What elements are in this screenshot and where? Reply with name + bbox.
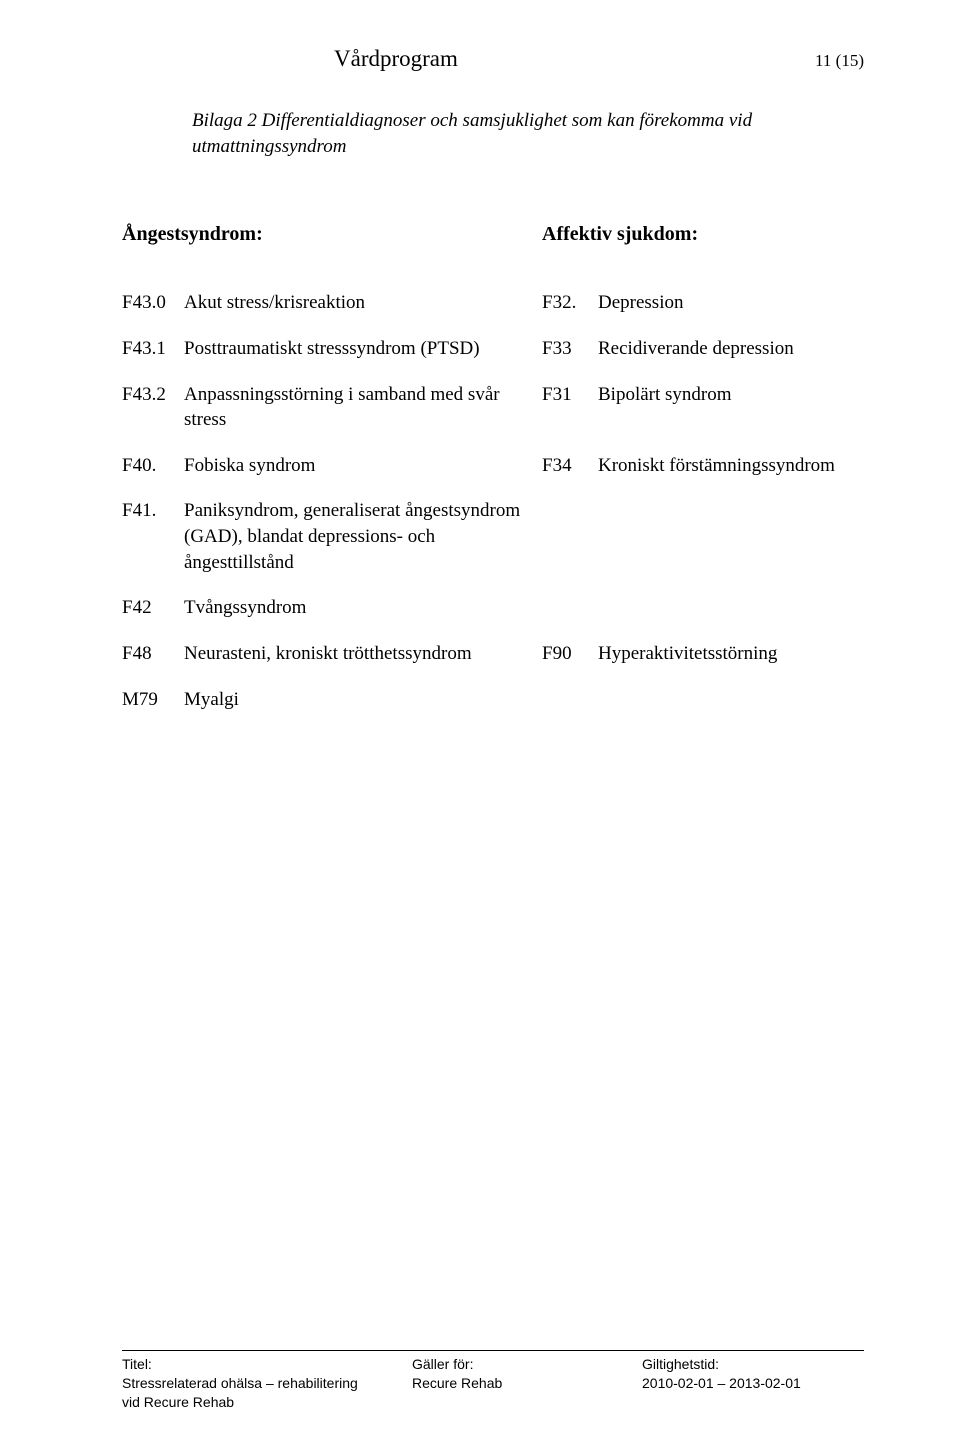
page-header: Vårdprogram 11 (15) <box>122 46 864 72</box>
footer-columns: Titel: Stressrelaterad ohälsa – rehabili… <box>122 1355 864 1412</box>
label-right: Depression <box>598 290 864 316</box>
intro-paragraph: Bilaga 2 Differentialdiagnoser och samsj… <box>192 108 812 159</box>
footer-rule <box>122 1350 864 1351</box>
page-footer: Titel: Stressrelaterad ohälsa – rehabili… <box>122 1350 864 1412</box>
code-right: F34 <box>542 453 598 479</box>
footer-value: 2010-02-01 – 2013-02-01 <box>642 1374 864 1393</box>
section-headings: Ångestsyndrom: Affektiv sjukdom: <box>122 223 864 246</box>
label-left: Tvångssyndrom <box>184 595 542 621</box>
table-row: F43.0 Akut stress/krisreaktion F32. Depr… <box>122 290 864 316</box>
label-right: Hyperaktivitetsstörning <box>598 641 864 667</box>
table-row: M79 Myalgi <box>122 687 864 713</box>
code-left: F41. <box>122 498 184 524</box>
label-right: Recidiverande depression <box>598 336 864 362</box>
footer-col-validity: Giltighetstid: 2010-02-01 – 2013-02-01 <box>642 1355 864 1412</box>
page: Vårdprogram 11 (15) Bilaga 2 Differentia… <box>0 0 960 1454</box>
label-left: Anpassningsstörning i samband med svår s… <box>184 382 542 433</box>
page-number: 11 (15) <box>815 51 864 71</box>
code-left: F43.1 <box>122 336 184 362</box>
diagnosis-table: F43.0 Akut stress/krisreaktion F32. Depr… <box>122 290 864 712</box>
code-right: F33 <box>542 336 598 362</box>
label-right: Kroniskt förstämningssyndrom <box>598 453 864 479</box>
footer-col-applies: Gäller för: Recure Rehab <box>412 1355 642 1412</box>
footer-value: Recure Rehab <box>412 1374 642 1393</box>
code-left: F48 <box>122 641 184 667</box>
left-column-heading: Ångestsyndrom: <box>122 223 542 246</box>
code-left: F43.0 <box>122 290 184 316</box>
code-left: F40. <box>122 453 184 479</box>
footer-value: Stressrelaterad ohälsa – rehabilitering <box>122 1374 412 1393</box>
label-left: Myalgi <box>184 687 542 713</box>
code-right: F31 <box>542 382 598 408</box>
footer-value: vid Recure Rehab <box>122 1393 412 1412</box>
label-left: Akut stress/krisreaktion <box>184 290 542 316</box>
document-title: Vårdprogram <box>334 46 458 72</box>
footer-label: Titel: <box>122 1355 412 1374</box>
table-row: F42 Tvångssyndrom <box>122 595 864 621</box>
label-left: Neurasteni, kroniskt trötthetssyndrom <box>184 641 542 667</box>
table-row: F41. Paniksyndrom, generaliserat ångests… <box>122 498 864 575</box>
table-row: F40. Fobiska syndrom F34 Kroniskt förstä… <box>122 453 864 479</box>
code-right: F32. <box>542 290 598 316</box>
right-column-heading: Affektiv sjukdom: <box>542 223 698 246</box>
code-left: F42 <box>122 595 184 621</box>
code-left: M79 <box>122 687 184 713</box>
table-row: F43.1 Posttraumatiskt stresssyndrom (PTS… <box>122 336 864 362</box>
footer-label: Giltighetstid: <box>642 1355 864 1374</box>
label-right: Bipolärt syndrom <box>598 382 864 408</box>
label-left: Posttraumatiskt stresssyndrom (PTSD) <box>184 336 542 362</box>
footer-col-title: Titel: Stressrelaterad ohälsa – rehabili… <box>122 1355 412 1412</box>
code-left: F43.2 <box>122 382 184 408</box>
code-right: F90 <box>542 641 598 667</box>
table-row: F48 Neurasteni, kroniskt trötthetssyndro… <box>122 641 864 667</box>
label-left: Fobiska syndrom <box>184 453 542 479</box>
label-left: Paniksyndrom, generaliserat ångestsyndro… <box>184 498 542 575</box>
footer-label: Gäller för: <box>412 1355 642 1374</box>
table-row: F43.2 Anpassningsstörning i samband med … <box>122 382 864 433</box>
